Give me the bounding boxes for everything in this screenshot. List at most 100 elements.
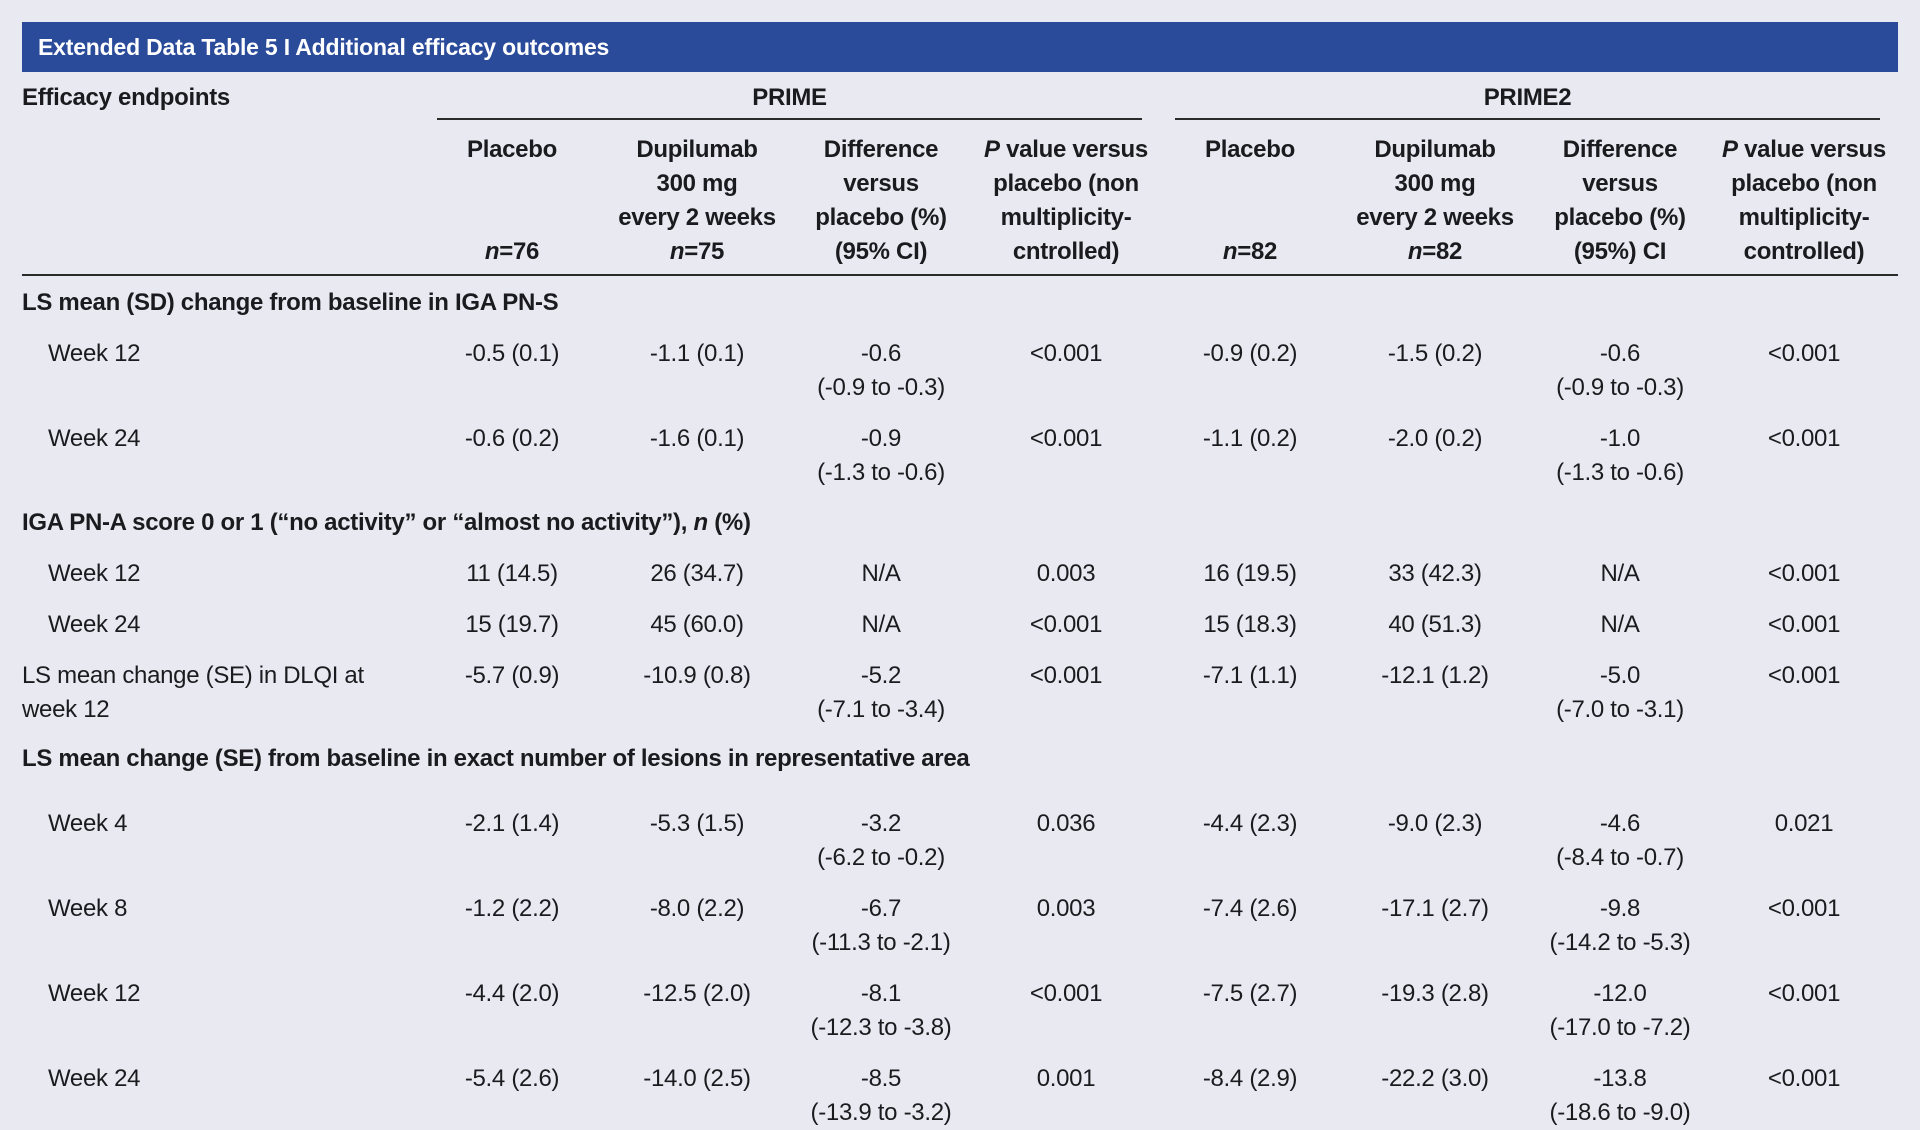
section-iga-pna: IGA PN-A score 0 or 1 (“no activity” or … bbox=[22, 506, 751, 540]
col-header-6-line-1: Dupilumab bbox=[1374, 136, 1496, 163]
col-header-4-line-1: P value versus bbox=[984, 136, 1148, 163]
row-label: Week 12 bbox=[48, 340, 141, 367]
col-header-1-line-4: n=76 bbox=[484, 238, 540, 265]
col-header-7-line-2: versus bbox=[1582, 170, 1658, 197]
table-cell: -7.5 (2.7) bbox=[1202, 980, 1298, 1007]
table-cell: -14.0 (2.5) bbox=[643, 1065, 751, 1092]
table-cell: -12.5 (2.0) bbox=[643, 980, 751, 1007]
section-iga-pna-pct: (%) bbox=[707, 509, 751, 536]
table-cell: 15 (18.3) bbox=[1203, 611, 1297, 638]
table-cell: -2.1 (1.4) bbox=[464, 810, 560, 837]
table-cell: 33 (42.3) bbox=[1388, 560, 1482, 587]
section-lesions: LS mean change (SE) from baseline in exa… bbox=[22, 745, 970, 772]
col-header-5-line-1: Placebo bbox=[1205, 136, 1295, 163]
col-header-4-line-2: placebo (non bbox=[993, 170, 1139, 197]
table-cell: (-11.3 to -2.1) bbox=[811, 929, 951, 956]
table-cell: -8.1 bbox=[860, 980, 902, 1007]
table-cell: -3.2 bbox=[860, 810, 902, 837]
table-cell: (-12.3 to -3.8) bbox=[810, 1014, 952, 1041]
n-symbol: n bbox=[1407, 238, 1423, 265]
table-cell: -5.7 (0.9) bbox=[464, 662, 560, 689]
n-symbol: n bbox=[484, 238, 500, 265]
col-header-7-line-4: (95%) CI bbox=[1573, 238, 1667, 265]
table-cell: N/A bbox=[861, 611, 901, 638]
col-header-7-line-1: Difference bbox=[1562, 136, 1678, 163]
n-symbol: n bbox=[1222, 238, 1238, 265]
table-cell: (-6.2 to -0.2) bbox=[817, 844, 945, 871]
table-cell: 0.003 bbox=[1036, 560, 1096, 587]
table-cell: <0.001 bbox=[1767, 980, 1841, 1007]
col-header-7-line-3: placebo (%) bbox=[1554, 204, 1686, 231]
table-cell: -0.6 (0.2) bbox=[464, 425, 560, 452]
row-label: Week 24 bbox=[48, 1065, 141, 1092]
table-cell: 0.003 bbox=[1036, 895, 1096, 922]
table-cell: <0.001 bbox=[1767, 895, 1841, 922]
table-cell: 40 (51.3) bbox=[1388, 611, 1482, 638]
table-cell: -12.0 bbox=[1593, 980, 1647, 1007]
table-cell: -8.0 (2.2) bbox=[649, 895, 745, 922]
row-label: Week 12 bbox=[48, 980, 141, 1007]
table-cell: <0.001 bbox=[1767, 611, 1841, 638]
table-cell: <0.001 bbox=[1029, 340, 1103, 367]
col-header-6-line-2: 300 mg bbox=[1394, 170, 1476, 197]
col-header-2-line-4: n=75 bbox=[669, 238, 725, 265]
col-header-2-line-2: 300 mg bbox=[656, 170, 738, 197]
endpoints-header: Efficacy endpoints bbox=[22, 84, 230, 111]
col-header-2-line-3: every 2 weeks bbox=[618, 204, 776, 231]
row-label: Week 24 bbox=[48, 611, 141, 638]
row-label: LS mean change (SE) in DLQI at bbox=[22, 662, 364, 689]
table-cell: -5.4 (2.6) bbox=[464, 1065, 560, 1092]
col-header-8-line-4: controlled) bbox=[1743, 238, 1865, 265]
col-header-8-line-3: multiplicity- bbox=[1738, 204, 1870, 231]
section-iga-pna-n: n bbox=[693, 509, 708, 536]
table-cell: -2.0 (0.2) bbox=[1387, 425, 1483, 452]
table-cell: -8.5 bbox=[860, 1065, 902, 1092]
table-cell: <0.001 bbox=[1767, 425, 1841, 452]
row-label-continued: week 12 bbox=[22, 696, 110, 723]
row-label: Week 12 bbox=[48, 560, 141, 587]
table-cell: 15 (19.7) bbox=[465, 611, 559, 638]
table-title: Extended Data Table 5 I Additional effic… bbox=[22, 22, 1898, 72]
table-cell: -5.2 bbox=[860, 662, 902, 689]
table-cell: <0.001 bbox=[1029, 611, 1103, 638]
col-header-2-line-1: Dupilumab bbox=[636, 136, 758, 163]
table-cell: -12.1 (1.2) bbox=[1381, 662, 1489, 689]
prime-group-rule bbox=[437, 118, 1142, 120]
table-cell: 26 (34.7) bbox=[650, 560, 744, 587]
table-cell: -0.6 bbox=[860, 340, 902, 367]
table-cell: -13.8 bbox=[1593, 1065, 1647, 1092]
table-cell: <0.001 bbox=[1767, 1065, 1841, 1092]
table-cell: -8.4 (2.9) bbox=[1202, 1065, 1298, 1092]
table-cell: N/A bbox=[1600, 560, 1640, 587]
row-label: Week 8 bbox=[48, 895, 128, 922]
table-cell: (-8.4 to -0.7) bbox=[1556, 844, 1684, 871]
table-cell: <0.001 bbox=[1029, 980, 1103, 1007]
table-cell: (-0.9 to -0.3) bbox=[817, 374, 945, 401]
col-header-5-line-4: n=82 bbox=[1222, 238, 1278, 265]
table-cell: -1.1 (0.1) bbox=[649, 340, 745, 367]
col-header-1-line-1: Placebo bbox=[467, 136, 557, 163]
table-cell: N/A bbox=[1600, 611, 1640, 638]
table-cell: -0.5 (0.1) bbox=[464, 340, 560, 367]
table-cell: -1.5 (0.2) bbox=[1387, 340, 1483, 367]
col-header-8-line-2: placebo (non bbox=[1731, 170, 1877, 197]
table-cell: -1.6 (0.1) bbox=[649, 425, 745, 452]
header-rule bbox=[22, 274, 1898, 276]
col-header-3-line-1: Difference bbox=[823, 136, 939, 163]
section-iga-pns: LS mean (SD) change from baseline in IGA… bbox=[22, 289, 559, 316]
col-header-4-line-4: cntrolled) bbox=[1012, 238, 1120, 265]
table-cell: 45 (60.0) bbox=[650, 611, 744, 638]
table-cell: <0.001 bbox=[1767, 662, 1841, 689]
table-cell: 0.021 bbox=[1774, 810, 1834, 837]
col-header-3-line-4: (95% CI) bbox=[834, 238, 928, 265]
col-header-3-line-2: versus bbox=[843, 170, 919, 197]
section-iga-pna-text: IGA PN-A score 0 or 1 (“no activity” or … bbox=[22, 509, 694, 536]
col-header-3-line-3: placebo (%) bbox=[815, 204, 947, 231]
table-cell: 16 (19.5) bbox=[1203, 560, 1297, 587]
prime2-group-rule bbox=[1175, 118, 1880, 120]
table-cell: (-14.2 to -5.3) bbox=[1549, 929, 1691, 956]
table-cell: 0.036 bbox=[1036, 810, 1096, 837]
table-cell: -10.9 (0.8) bbox=[643, 662, 751, 689]
p-symbol: P bbox=[984, 136, 1000, 163]
table-cell: -0.9 (0.2) bbox=[1202, 340, 1298, 367]
